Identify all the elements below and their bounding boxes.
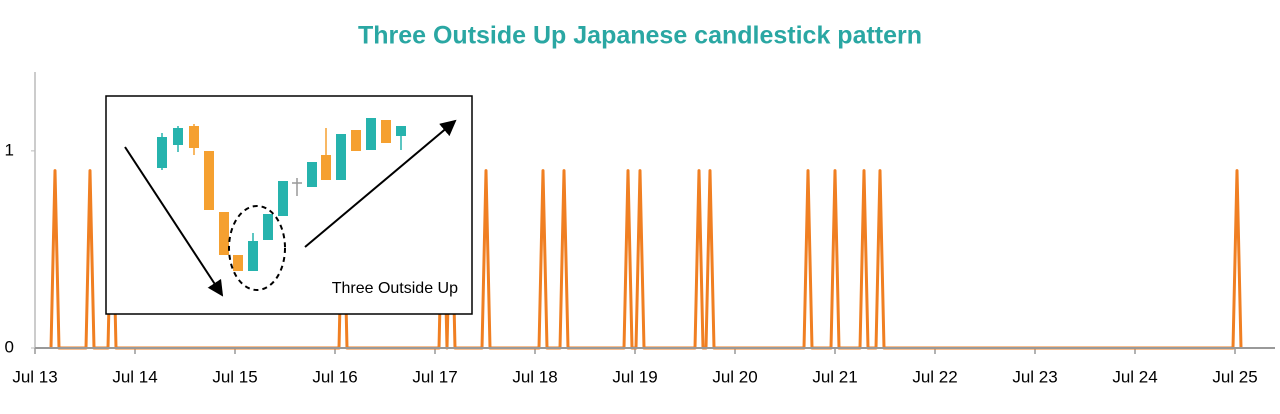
y-tick-label: 1	[5, 140, 14, 159]
x-tick-label: Jul 25	[1212, 367, 1257, 386]
x-tick-label: Jul 23	[1012, 367, 1057, 386]
arrow	[124, 146, 224, 297]
x-tick-label: Jul 17	[412, 367, 457, 386]
x-tick-label: Jul 13	[12, 367, 57, 386]
x-tick-label: Jul 15	[212, 367, 257, 386]
x-tick-label: Jul 14	[112, 367, 157, 386]
x-tick-label: Jul 18	[512, 367, 557, 386]
plot-area: 0 1 Jul 13 Jul 14 Jul 15 Jul 16 Jul 17 Jul 18 Ju…	[5, 72, 1275, 386]
x-tick-label: Jul 24	[1112, 367, 1157, 386]
x-tick-label: Jul 22	[912, 367, 957, 386]
inset: Three Outside Up	[105, 95, 473, 315]
x-tick-label: Jul 21	[812, 367, 857, 386]
x-tick-label: Jul 19	[612, 367, 657, 386]
inset-label: Three Outside Up	[332, 280, 458, 297]
inset-box	[105, 95, 473, 315]
x-tick-label: Jul 20	[712, 367, 757, 386]
x-tick-label: Jul 16	[312, 367, 357, 386]
y-tick-label: 0	[5, 337, 14, 356]
arrow	[304, 119, 457, 248]
inset-candles	[157, 118, 406, 271]
highlight-ellipse	[228, 205, 286, 291]
chart-title: Three Outside Up Japanese candlestick pa…	[358, 22, 922, 50]
